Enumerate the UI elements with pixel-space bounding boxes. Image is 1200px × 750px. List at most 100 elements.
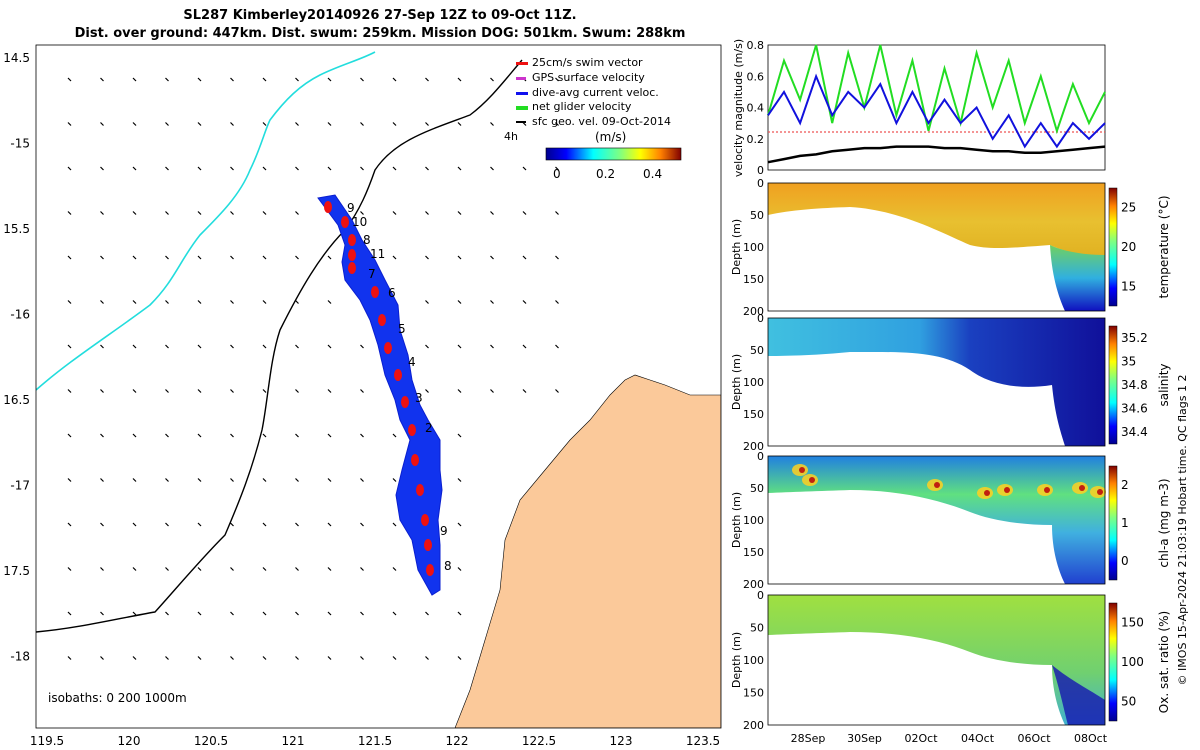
isobath-note: isobaths: 0 200 1000m <box>48 691 187 705</box>
depth-tick: 0 <box>757 589 764 602</box>
velocity-arrow <box>457 122 462 126</box>
track-label: 8 <box>363 233 371 247</box>
velocity-arrow <box>360 211 364 215</box>
velocity-arrow <box>100 255 104 260</box>
velocity-arrow <box>197 656 202 660</box>
velocity-arrow <box>327 522 332 527</box>
velocity-arrow <box>230 656 234 660</box>
velocity-arrow <box>230 522 234 527</box>
velocity-arrow <box>360 122 364 126</box>
velocity-arrow <box>67 300 72 304</box>
velocity-arrow <box>132 433 137 438</box>
velocity-arrow <box>490 389 494 393</box>
velocity-arrow <box>555 77 559 82</box>
track-label: 5 <box>398 322 406 336</box>
depth-tick: 0 <box>757 177 764 190</box>
velocity-arrow <box>100 611 104 616</box>
colorbar-tick-2: 0.4 <box>643 167 662 181</box>
velocity-arrow <box>295 656 299 660</box>
cbar-label: temperature (°C) <box>1157 196 1171 299</box>
velocity-arrow <box>457 567 462 571</box>
chl-peak <box>934 482 940 488</box>
velocity-arrow <box>67 211 72 215</box>
velocity-arrow <box>392 522 397 527</box>
time-tick-labels: 28Sep 30Sep 02Oct 04Oct 06Oct 08Oct <box>791 732 1108 745</box>
cbar-label: chl-a (mg m-3) <box>1157 478 1171 567</box>
velocity-y-ticks: 0 0.2 0.4 0.6 0.8 <box>747 39 765 177</box>
velocity-arrow <box>197 77 202 82</box>
velocity-arrow <box>262 567 267 571</box>
velocity-arrow <box>457 611 462 616</box>
isobath-line <box>36 59 523 633</box>
velocity-arrow <box>490 344 494 349</box>
velocity-arrow <box>360 166 364 171</box>
velocity-ylabel: velocity magnitude (m/s) <box>732 39 745 177</box>
swim-vector <box>348 234 356 246</box>
velocity-arrow <box>457 300 462 304</box>
velocity-arrow <box>67 77 72 82</box>
velocity-arrow <box>490 77 494 82</box>
velocity-arrow <box>100 344 104 349</box>
depth-tick: 100 <box>743 241 764 254</box>
chl-colorbar <box>1108 465 1118 581</box>
cbar-tick: 35.2 <box>1121 331 1148 345</box>
swim-vector <box>348 262 356 274</box>
swim-vector <box>416 484 424 496</box>
depth-tick: 150 <box>743 546 764 559</box>
velocity-arrow <box>327 656 332 660</box>
legend-gps: GPS surface velocity <box>532 71 645 84</box>
depth-ylabel: Depth (m) <box>730 492 743 548</box>
velocity-arrow <box>262 478 267 482</box>
velocity-arrow <box>197 211 202 215</box>
lat-tick: -15 <box>10 137 30 151</box>
sal-colorbar <box>1108 325 1118 445</box>
cbar-tick: 15 <box>1121 279 1136 293</box>
velocity-arrow <box>67 567 72 571</box>
chlorophyll-panel <box>767 455 1106 585</box>
depth-tick: 200 <box>743 719 764 732</box>
velocity-arrow <box>392 77 397 82</box>
velocity-arrow <box>132 166 137 171</box>
velocity-arrow <box>132 611 137 616</box>
velocity-arrow <box>100 656 104 660</box>
cbar-tick: 34.6 <box>1121 402 1148 416</box>
velocity-arrow <box>197 478 202 482</box>
velocity-arrow <box>100 166 104 171</box>
chl-peak <box>1079 485 1085 491</box>
swim-vector <box>394 369 402 381</box>
velocity-arrow <box>392 166 397 171</box>
velocity-arrow <box>100 567 104 571</box>
velocity-arrow <box>165 656 169 660</box>
velocity-arrow <box>522 344 527 349</box>
velocity-arrow <box>327 567 332 571</box>
chl-peak <box>799 467 805 473</box>
velocity-arrow <box>67 478 72 482</box>
velocity-arrow <box>295 211 299 215</box>
velocity-arrow <box>392 122 397 126</box>
velocity-arrow <box>555 255 559 260</box>
velocity-arrow <box>67 344 72 349</box>
chl-high-patches <box>792 464 1106 499</box>
velocity-arrow <box>67 656 72 660</box>
cbar-tick: 35 <box>1121 354 1136 368</box>
velocity-arrow <box>425 611 429 616</box>
swim-vector <box>348 249 356 261</box>
lon-tick: 119.5 <box>30 734 64 748</box>
velocity-arrow <box>230 611 234 616</box>
chl-peak <box>1004 487 1010 493</box>
velocity-arrow <box>457 656 462 660</box>
chart-title: SL287 Kimberley20140926 27-Sep 12Z to 09… <box>183 8 577 23</box>
velocity-arrow <box>262 656 267 660</box>
depth-tick: 150 <box>743 408 764 421</box>
velocity-arrow <box>197 611 202 616</box>
velocity-arrow <box>360 433 364 438</box>
velocity-arrow <box>165 255 169 260</box>
velocity-arrow <box>165 300 169 304</box>
velocity-arrow <box>165 122 169 126</box>
velocity-arrow <box>100 389 104 393</box>
velocity-arrow <box>262 522 267 527</box>
track-label: 3 <box>415 391 423 405</box>
track-label: 10 <box>352 215 367 229</box>
velocity-arrow <box>165 433 169 438</box>
